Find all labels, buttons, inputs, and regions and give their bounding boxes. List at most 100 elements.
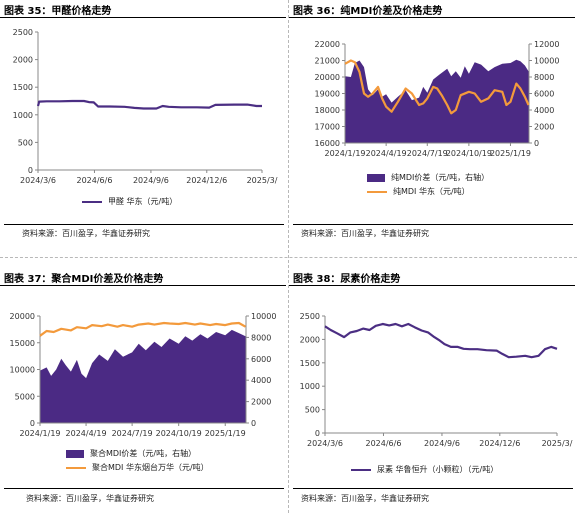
title-rule <box>289 285 575 286</box>
legend-swatch <box>367 173 385 182</box>
series-area-fig37 <box>40 329 246 423</box>
legend-fig37-price: 聚合MDI 华东烟台万华（元/吨） <box>66 462 209 473</box>
series-line-fig38 <box>324 322 558 359</box>
series-area-fig36 <box>345 59 529 144</box>
legend-fig37-spread: 聚合MDI价差（元/吨，右轴） <box>66 448 196 459</box>
legend-swatch <box>82 200 102 203</box>
x-tick-label: 2024/12/6 <box>186 176 227 185</box>
y-tick-label: 0 <box>30 419 35 428</box>
legend-fig35: 甲醛 华东（元/吨） <box>82 196 177 207</box>
source-rule <box>4 488 284 489</box>
legend-label: 纯MDI 华东（元/吨） <box>393 187 470 196</box>
x-tick-label: 2024/6/6 <box>76 176 112 185</box>
series-line-fig36 <box>344 59 530 115</box>
y-tick-label: 19000 <box>315 90 340 99</box>
chart-fig37: 0 5000 10000 15000 20000 0 2000 4000 6000 8000 100… <box>10 312 277 438</box>
x-tick-label: 2024/1/19 <box>19 429 60 438</box>
y-tick-label: 21000 <box>315 57 340 66</box>
legend-swatch <box>66 449 84 458</box>
legend-fig36-spread: 纯MDI价差（元/吨，右轴） <box>367 172 489 183</box>
panel-divider-horizontal <box>0 257 577 258</box>
source-note: 资料来源：百川盈孚，华鑫证券研究 <box>22 229 150 238</box>
source-note: 资料来源：百川盈孚，华鑫证券研究 <box>301 494 429 503</box>
legend-label: 聚合MDI 华东烟台万华（元/吨） <box>92 463 209 472</box>
y-tick-label: 20000 <box>10 312 35 321</box>
y-tick-label-right: 6000 <box>251 355 271 364</box>
y-tick-label-right: 0 <box>534 139 539 148</box>
x-tick-label: 2024/3/6 <box>307 439 343 448</box>
x-tick-label: 2024/10/19 <box>156 429 202 438</box>
y-tick-label: 15000 <box>10 339 35 348</box>
chart-title-fig37: 图表 37：聚合MDI价差及价格走势 <box>4 274 164 285</box>
y-tick-label: 10000 <box>10 366 35 375</box>
y-tick-label: 1500 <box>300 359 320 368</box>
y-tick-label: 0 <box>315 429 320 438</box>
legend-fig36-price: 纯MDI 华东（元/吨） <box>367 186 470 197</box>
chart-fig35: 0 500 1000 1500 2000 2500 2024/3/6 2024/6/6 2024… <box>13 28 278 185</box>
y-tick-label: 1000 <box>300 382 320 391</box>
chart-fig38: 0 500 1000 1500 2000 2500 2024/3/6 2024/6/6 2024… <box>300 312 573 448</box>
y-tick-label-right: 10000 <box>251 312 276 321</box>
series-line-fig37 <box>39 321 247 337</box>
legend-label: 聚合MDI价差（元/吨，右轴） <box>90 449 197 458</box>
y-tick-label-right: 8000 <box>534 73 554 82</box>
source-rule <box>4 224 284 225</box>
legend-swatch <box>351 468 371 471</box>
legend-fig38: 尿素 华鲁恒升（小颗粒）（元/吨） <box>351 464 498 475</box>
y-tick-label: 1000 <box>13 111 33 120</box>
panel-fig37: 图表 37：聚合MDI价差及价格走势 0 5000 10000 15000 20000 0… <box>0 268 288 524</box>
chart-title-fig38: 图表 38：尿素价格走势 <box>293 274 401 285</box>
y-tick-label: 16000 <box>315 139 340 148</box>
x-tick-label: 2024/7/19 <box>112 429 153 438</box>
x-tick-label: 2025/1/19 <box>490 149 531 158</box>
x-tick-label: 2025/3/ <box>542 439 573 448</box>
series-line-fig35 <box>36 99 262 110</box>
y-tick-label: 17000 <box>315 123 340 132</box>
y-tick-label-right: 10000 <box>534 57 559 66</box>
panel-fig38: 图表 38：尿素价格走势 0 500 1000 1500 2000 2500 2024/3/… <box>289 268 577 524</box>
y-tick-label: 500 <box>18 138 33 147</box>
x-tick-label: 2024/7/19 <box>407 149 448 158</box>
x-tick-label: 2024/6/6 <box>366 439 402 448</box>
legend-label: 尿素 华鲁恒升（小颗粒）（元/吨） <box>377 465 499 474</box>
x-tick-label: 2025/1/19 <box>205 429 246 438</box>
y-tick-label: 2500 <box>300 312 320 321</box>
panel-divider-vertical <box>288 0 289 513</box>
source-note: 资料来源：百川盈孚，华鑫证券研究 <box>301 229 429 238</box>
chart-title-fig35: 图表 35：甲醛价格走势 <box>4 6 112 17</box>
y-tick-label-right: 8000 <box>251 333 271 342</box>
y-tick-label-right: 4000 <box>534 106 554 115</box>
legend-swatch <box>66 466 86 469</box>
x-tick-label: 2024/4/19 <box>366 149 407 158</box>
legend-swatch <box>367 190 387 193</box>
y-tick-label-right: 4000 <box>251 376 271 385</box>
source-rule <box>293 488 573 489</box>
y-tick-label-right: 0 <box>251 419 256 428</box>
title-rule <box>289 17 575 18</box>
x-tick-label: 2024/12/6 <box>479 439 520 448</box>
x-tick-label: 2025/3/ <box>247 176 278 185</box>
x-tick-label: 2024/4/19 <box>66 429 107 438</box>
legend-label: 甲醛 华东（元/吨） <box>108 197 178 206</box>
y-tick-label-right: 12000 <box>534 40 559 49</box>
y-tick-label: 5000 <box>15 392 35 401</box>
y-tick-label-right: 2000 <box>534 123 554 132</box>
chart-title-fig36: 图表 36：纯MDI价差及价格走势 <box>293 6 443 17</box>
y-tick-label: 22000 <box>315 40 340 49</box>
title-rule <box>0 17 286 18</box>
y-tick-label: 2000 <box>13 56 33 65</box>
y-tick-label: 0 <box>28 166 33 175</box>
source-rule <box>293 224 573 225</box>
x-tick-label: 2024/1/19 <box>324 149 365 158</box>
panel-fig36: 图表 36：纯MDI价差及价格走势 16000 17000 18000 19000 20… <box>289 0 577 256</box>
x-tick-label: 2024/3/6 <box>20 176 56 185</box>
y-tick-label-right: 2000 <box>251 398 271 407</box>
source-note: 资料来源：百川盈孚，华鑫证券研究 <box>26 494 154 503</box>
panel-fig35: 图表 35：甲醛价格走势 0 500 1000 1500 2000 2500 2024/3/… <box>0 0 288 256</box>
y-tick-label: 500 <box>305 406 320 415</box>
y-tick-label: 20000 <box>315 73 340 82</box>
legend-label: 纯MDI价差（元/吨，右轴） <box>391 173 490 182</box>
x-tick-label: 2024/10/19 <box>446 149 492 158</box>
y-tick-label: 2000 <box>300 335 320 344</box>
x-tick-label: 2024/9/6 <box>424 439 460 448</box>
